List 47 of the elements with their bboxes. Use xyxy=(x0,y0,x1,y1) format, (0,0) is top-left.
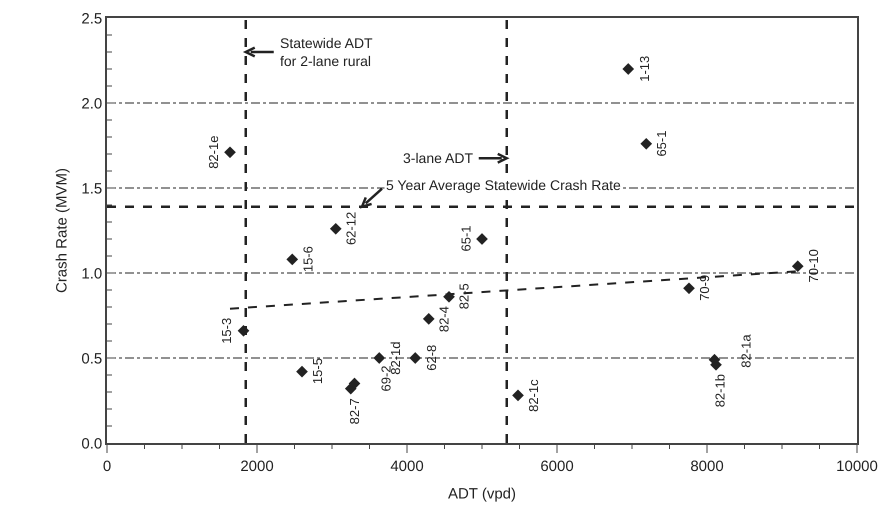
point xyxy=(348,378,360,390)
point xyxy=(330,222,342,235)
point xyxy=(409,352,422,364)
y-tick-label: 0.0 xyxy=(81,435,102,452)
data-label: 62-8 xyxy=(424,344,439,371)
data-label: 70-10 xyxy=(806,249,822,282)
point xyxy=(224,146,236,158)
point xyxy=(683,282,695,294)
data-label: 15-6 xyxy=(300,246,316,272)
y-axis-title: Crash Rate (MVM) xyxy=(54,168,70,294)
y-tick-label: 1.5 xyxy=(81,180,102,198)
data-label: 1-13 xyxy=(636,56,652,82)
x-tick-label: 10000 xyxy=(836,458,878,475)
data-label: 15-3 xyxy=(219,318,234,344)
y-tick-label: 2.5 xyxy=(81,10,102,28)
x-tick-label: 8000 xyxy=(690,458,724,475)
data-label: 82-1c xyxy=(526,378,542,412)
data-label: 15-5 xyxy=(310,358,325,384)
point xyxy=(640,138,652,150)
x-tick-label: 4000 xyxy=(390,458,424,475)
x-tick-label: 2000 xyxy=(240,458,274,475)
data-label: 82-1e xyxy=(206,136,222,169)
x-tick-label: 6000 xyxy=(540,458,574,475)
point xyxy=(622,63,634,75)
data-label: 62-12 xyxy=(343,212,358,246)
point xyxy=(422,313,435,325)
x-tick-label: 0 xyxy=(102,458,112,475)
data-label: 82-4 xyxy=(436,306,452,332)
y-tick-label: 0.5 xyxy=(81,350,102,368)
data-label: 65-1 xyxy=(458,225,474,252)
y-tick-label: 1.0 xyxy=(81,265,102,282)
point xyxy=(373,352,386,364)
data-label: 82-1b xyxy=(712,374,728,408)
ref-line-label: 3-lane ADT xyxy=(403,150,474,166)
point xyxy=(476,233,488,245)
point xyxy=(296,366,308,378)
data-label: 82-1a xyxy=(738,334,754,368)
point xyxy=(512,390,524,402)
data-label: 82-5 xyxy=(456,283,472,310)
ref-line-label: 5 Year Average Statewide Crash Rate xyxy=(386,177,621,193)
x-axis-title: ADT (vpd) xyxy=(448,486,516,502)
y-tick-label: 2.0 xyxy=(81,95,102,112)
data-label: 65-1 xyxy=(654,130,669,157)
point xyxy=(792,260,804,272)
data-label: 82-7 xyxy=(347,398,362,424)
ref-line-label: Statewide ADT for 2-lane rural xyxy=(280,35,374,70)
point xyxy=(286,254,298,266)
